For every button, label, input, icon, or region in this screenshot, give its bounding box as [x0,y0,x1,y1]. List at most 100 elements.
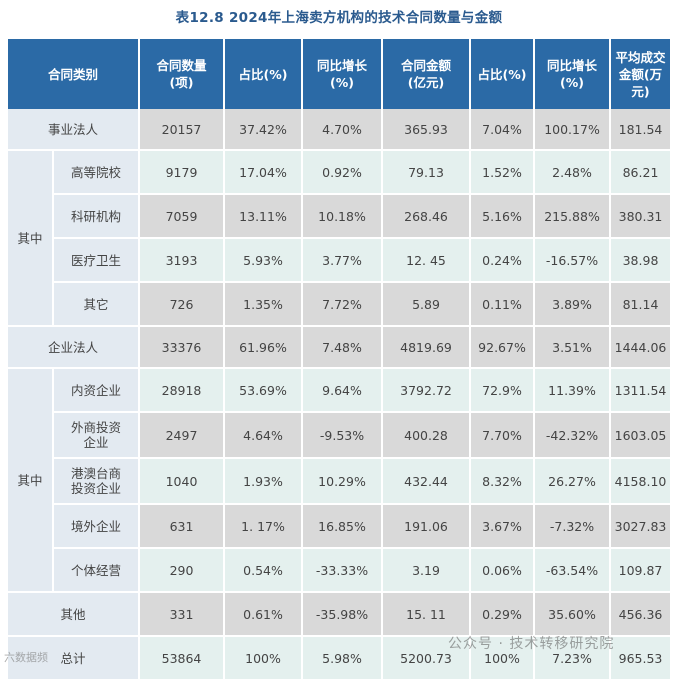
logo: 六数据频 [4,651,48,664]
cell: 7.04% [471,109,536,151]
row-label: 其它 [54,283,141,327]
watermark: 公众号 · 技术转移研究院 [448,636,615,652]
cell: 181.54 [611,109,671,151]
cell: 33376 [140,327,226,369]
cell: 7.70% [471,413,536,459]
cell: 0.54% [225,549,304,593]
cell: 10.29% [303,459,384,505]
cell: 26.27% [535,459,612,505]
table-row: 企业法人 33376 61.96% 7.48% 4819.69 92.67% 3.51% 14… [8,327,671,369]
cell: -35.98% [303,593,384,637]
cell: 28918 [140,369,226,413]
row-label: 科研机构 [54,195,141,239]
cell: -63.54% [535,549,612,593]
cell: 100% [225,637,304,681]
header-amount-growth: 同比增长 (%) [535,39,612,109]
cell: 38.98 [611,239,671,283]
table-row: 其中 内资企业 28918 53.69% 9.64% 3792.72 72.9% 11.39%… [8,369,671,593]
cell: 4158.10 [611,459,671,505]
table-row: 医疗卫生 3193 5.93% 3.77% 12. 45 0.24% -16.57% 38.9… [8,239,671,283]
table-row: 其它 726 1.35% 7.72% 5.89 0.11% 3.89% 81.14 [8,283,671,327]
cell: 380.31 [611,195,671,239]
row-label: 外商投资 企业 [54,413,141,459]
cell: -16.57% [535,239,612,283]
row-label: 境外企业 [54,505,141,549]
cell: 726 [140,283,226,327]
cell: 400.28 [383,413,472,459]
cell: -33.33% [303,549,384,593]
row-label: 高等院校 [54,151,141,195]
table-row: 个体经营 290 0.54% -33.33% 3.19 0.06% -63.54% 109.8… [8,549,671,593]
header-count-share: 占比(%) [225,39,304,109]
cell: 17.04% [225,151,304,195]
header-amount: 合同金额 (亿元) [383,39,472,109]
cell: 0.61% [225,593,304,637]
cell: 100.17% [535,109,612,151]
table-row: 科研机构 7059 13.11% 10.18% 268.46 5.16% 215.88% 38… [8,195,671,239]
cell: 9.64% [303,369,384,413]
cell: 2.48% [535,151,612,195]
table-row: 其中 高等院校 9179 17.04% 0.92% 79.13 1.52% 2.48% 86.2… [8,151,671,327]
cell: 10.18% [303,195,384,239]
cell: 13.11% [225,195,304,239]
cell: 7059 [140,195,226,239]
header-avg-amount: 平均成交 金额(万元) [611,39,671,109]
contract-table: 合同类别 合同数量 (项) 占比(%) 同比增长 (%) 合同金额 (亿元) 占… [8,39,671,681]
cell: 215.88% [535,195,612,239]
cell: 4.70% [303,109,384,151]
cell: 3792.72 [383,369,472,413]
cell: 9179 [140,151,226,195]
row-label: 港澳台商 投资企业 [54,459,141,505]
cell: 1.52% [471,151,536,195]
table-row: 外商投资 企业 2497 4.64% -9.53% 400.28 7.70% -42.32%… [8,413,671,459]
header-amount-share: 占比(%) [471,39,536,109]
table-row: 境外企业 631 1. 17% 16.85% 191.06 3.67% -7.32% 3027… [8,505,671,549]
cell: 0.24% [471,239,536,283]
cell: 268.46 [383,195,472,239]
table-row: 事业法人 20157 37.42% 4.70% 365.93 7.04% 100.17% 18… [8,109,671,151]
cell: 3.19 [383,549,472,593]
cell: 72.9% [471,369,536,413]
cell: 12. 45 [383,239,472,283]
cell: 1040 [140,459,226,505]
cell: 11.39% [535,369,612,413]
header-row: 合同类别 合同数量 (项) 占比(%) 同比增长 (%) 合同金额 (亿元) 占… [8,39,671,109]
row-label: 内资企业 [54,369,141,413]
cell: 365.93 [383,109,472,151]
cell: 191.06 [383,505,472,549]
cell: 5.16% [471,195,536,239]
cell: 1.35% [225,283,304,327]
cell: 0.11% [471,283,536,327]
cell: 81.14 [611,283,671,327]
cell: 35.60% [535,593,612,637]
header-count: 合同数量 (项) [140,39,226,109]
cell: 7.72% [303,283,384,327]
cell: 3193 [140,239,226,283]
cell: 0.29% [471,593,536,637]
row-label: 事业法人 [8,109,141,151]
cell: 1311.54 [611,369,671,413]
cell: 16.85% [303,505,384,549]
cell: 290 [140,549,226,593]
cell: 3.67% [471,505,536,549]
cell: 3027.83 [611,505,671,549]
header-count-growth: 同比增长 (%) [303,39,384,109]
cell: 15. 11 [383,593,472,637]
cell: 53.69% [225,369,304,413]
cell: 3.89% [535,283,612,327]
row-label: 企业法人 [8,327,141,369]
cell: 4819.69 [383,327,472,369]
cell: 8.32% [471,459,536,505]
cell: -9.53% [303,413,384,459]
cell: 61.96% [225,327,304,369]
cell: 86.21 [611,151,671,195]
row-label: 其他 [8,593,141,637]
table-row: 其他 331 0.61% -35.98% 15. 11 0.29% 35.60% 456.36 [8,593,671,637]
cell: 0.92% [303,151,384,195]
cell: 4.64% [225,413,304,459]
cell: -7.32% [535,505,612,549]
row-label: 医疗卫生 [54,239,141,283]
cell: 331 [140,593,226,637]
group-label: 其中 [8,151,54,327]
table-row: 港澳台商 投资企业 1040 1.93% 10.29% 432.44 8.32% 26.27… [8,459,671,505]
